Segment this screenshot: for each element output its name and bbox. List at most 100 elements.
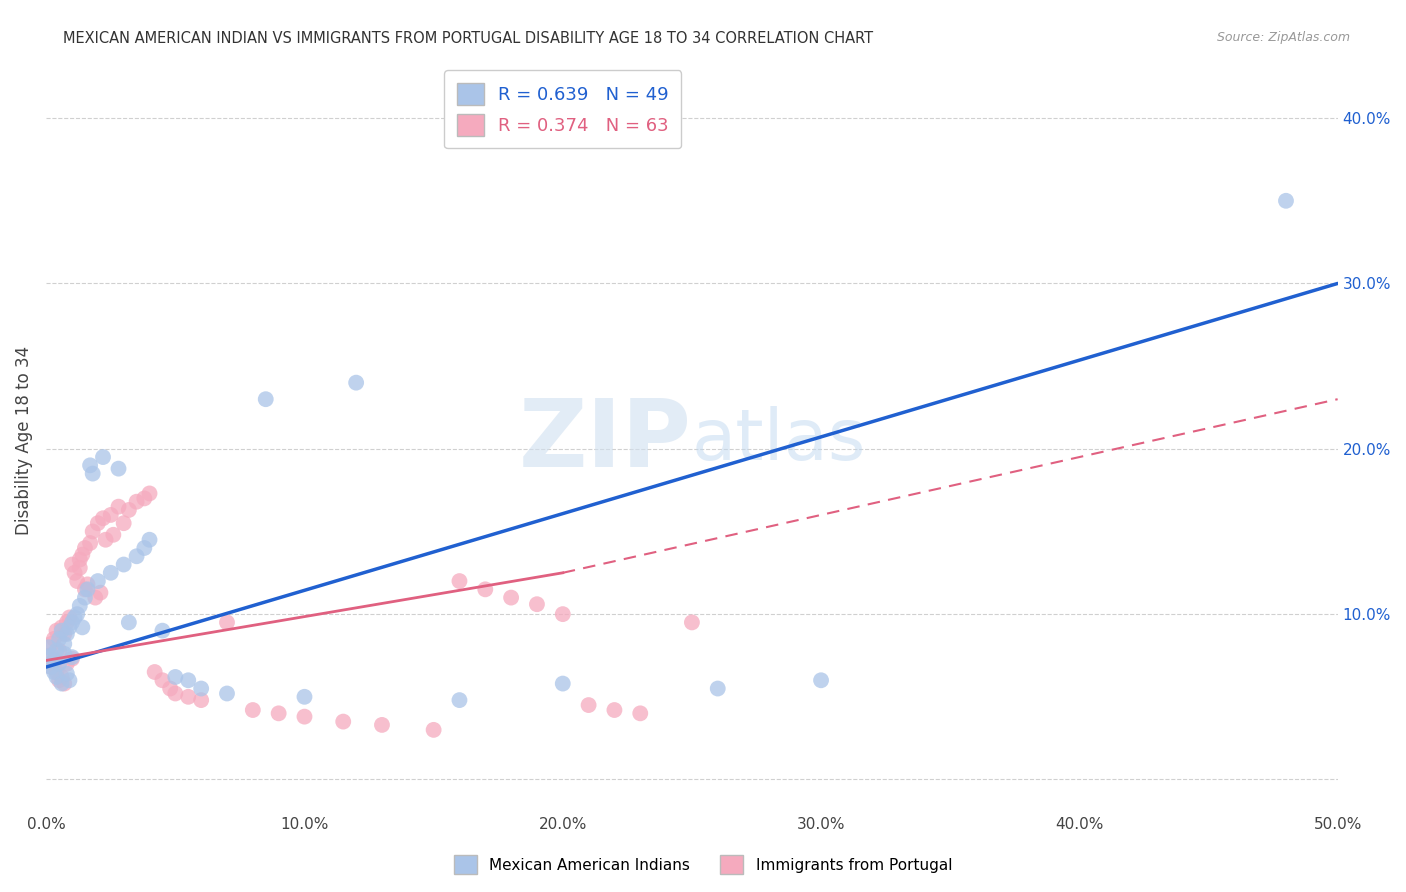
Point [45,643,67,657]
Point [177,690,200,704]
Point [60,558,83,572]
Text: ZIP: ZIP [519,394,692,486]
Point [165,686,187,700]
Point [56,657,79,671]
Point [42,653,65,667]
Point [56,627,79,641]
Point [143,665,166,679]
Point [56,666,79,681]
Point [332,714,354,729]
Point [66,574,89,588]
Point [152,624,174,638]
Point [53,676,76,690]
Point [449,693,471,707]
Point [215,686,238,700]
Point [1275,194,1298,208]
Point [134,491,156,506]
Point [42,665,65,679]
Point [125,494,148,508]
Point [103,528,125,542]
Point [681,615,703,630]
Point [51,670,73,684]
Point [66,607,89,621]
Point [51,620,73,634]
Point [82,524,104,539]
Point [501,591,523,605]
Point [76,577,98,591]
Point [344,376,367,390]
Point [53,637,76,651]
Point [578,698,600,712]
Point [41,660,63,674]
Point [42,653,65,667]
Point [63,610,86,624]
Point [82,467,104,481]
Point [48,643,70,657]
Point [112,558,135,572]
Point [449,574,471,588]
Point [87,574,110,588]
Point [53,627,76,641]
Point [134,541,156,555]
Point [215,615,238,630]
Legend: R = 0.639   N = 49, R = 0.374   N = 63: R = 0.639 N = 49, R = 0.374 N = 63 [444,70,682,148]
Point [267,706,290,721]
Point [118,503,141,517]
Point [69,561,91,575]
Point [107,461,129,475]
Point [551,607,574,621]
Point [152,673,174,688]
Point [294,690,316,704]
Text: Source: ZipAtlas.com: Source: ZipAtlas.com [1216,31,1350,45]
Point [48,657,70,671]
Point [69,552,91,566]
Point [422,723,444,737]
Point [38,640,60,655]
Point [63,566,86,580]
Y-axis label: Disability Age 18 to 34: Disability Age 18 to 34 [15,346,32,535]
Point [76,582,98,597]
Point [48,632,70,646]
Point [73,582,96,597]
Point [138,486,160,500]
Point [190,681,212,696]
Point [45,665,67,679]
Point [73,591,96,605]
Point [45,670,67,684]
Point [53,647,76,661]
Point [100,566,122,580]
Point [526,597,548,611]
Point [371,718,394,732]
Point [242,703,264,717]
Point [190,693,212,707]
Point [58,673,80,688]
Point [107,500,129,514]
Point [294,709,316,723]
Point [38,648,60,663]
Point [474,582,496,597]
Point [91,511,114,525]
Point [48,673,70,688]
Point [706,681,728,696]
Point [60,615,83,630]
Point [69,599,91,613]
Point [51,624,73,638]
Point [58,620,80,634]
Text: MEXICAN AMERICAN INDIAN VS IMMIGRANTS FROM PORTUGAL DISABILITY AGE 18 TO 34 CORR: MEXICAN AMERICAN INDIAN VS IMMIGRANTS FR… [63,31,873,46]
Point [58,610,80,624]
Point [73,541,96,555]
Point [60,650,83,665]
Text: atlas: atlas [692,406,866,475]
Point [45,624,67,638]
Point [551,676,574,690]
Point [165,670,187,684]
Point [138,533,160,547]
Point [112,516,135,531]
Point [51,676,73,690]
Point [125,549,148,564]
Point [628,706,651,721]
Point [72,548,94,562]
Point [60,652,83,666]
Point [91,450,114,464]
Point [72,620,94,634]
